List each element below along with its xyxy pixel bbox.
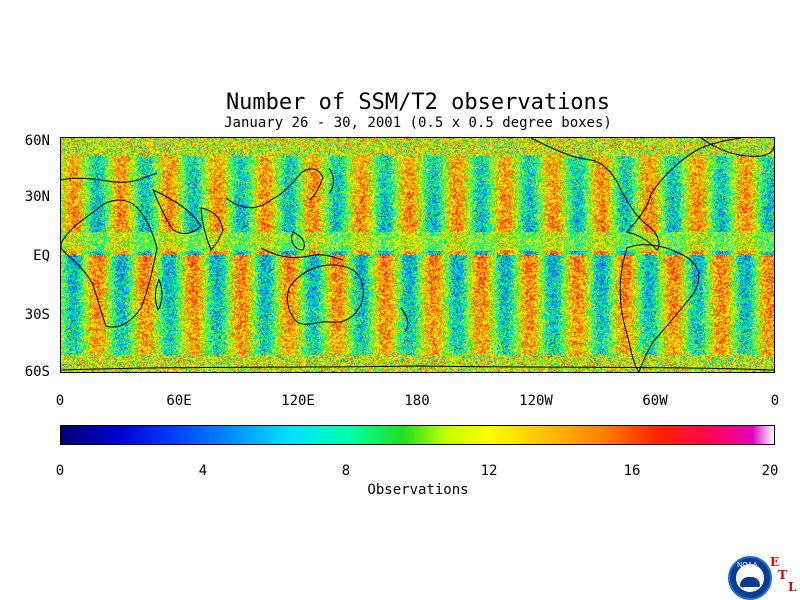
colorbar-tick-8: 8: [341, 463, 351, 479]
coastline-indonesia: [260, 247, 344, 261]
coastline-madagascar: [155, 278, 163, 312]
coastline-antarctic: [61, 365, 774, 371]
coastline-australia: [286, 264, 364, 325]
colorbar-tick-12: 12: [480, 463, 498, 479]
etl-letter-t: T: [778, 568, 787, 582]
lon-label-60e: 60E: [166, 393, 192, 409]
noaa-logo-text: NOAA: [737, 561, 758, 569]
lon-label-0-right: 0: [770, 393, 780, 409]
coastline-greenland: [700, 138, 774, 157]
lon-label-60w: 60W: [642, 393, 668, 409]
noaa-logo-inner: [736, 564, 764, 592]
observation-density-field: [61, 138, 774, 372]
observation-map: [60, 137, 775, 373]
coastline-borneo: [291, 231, 305, 251]
coastlines: [61, 138, 774, 372]
lat-label-eq: EQ: [33, 248, 50, 264]
lon-label-0-left: 0: [55, 393, 65, 409]
lat-label-30n: 30N: [24, 189, 50, 205]
noaa-logo: NOAA: [728, 556, 772, 600]
colorbar-tick-16: 16: [623, 463, 641, 479]
coastline-africa: [61, 199, 158, 328]
coastline-south-america: [619, 244, 700, 372]
lat-label-60n: 60N: [24, 133, 50, 149]
lon-label-180: 180: [404, 393, 430, 409]
colorbar-tick-4: 4: [198, 463, 208, 479]
colorbar-tick-20: 20: [761, 463, 779, 479]
etl-letter-l: L: [788, 580, 797, 594]
color-bar: [60, 425, 775, 445]
coastline-newzealand: [400, 307, 409, 333]
lon-label-120e: 120E: [281, 393, 315, 409]
map-subtitle: January 26 - 30, 2001 (0.5 x 0.5 degree …: [224, 115, 612, 131]
coastline-asia: [225, 168, 324, 209]
lat-label-60s: 60S: [24, 364, 50, 380]
map-title: Number of SSM/T2 observations: [225, 90, 611, 115]
colorbar-title: Observations: [367, 482, 469, 498]
coastline-india: [200, 207, 224, 251]
coastline-europe: [61, 172, 158, 183]
colorbar-tick-0: 0: [55, 463, 65, 479]
lat-label-30s: 30S: [24, 307, 50, 323]
lon-label-120w: 120W: [519, 393, 553, 409]
coastline-north-america: [530, 138, 742, 251]
coastline-japan: [328, 167, 334, 195]
etl-letter-e: E: [770, 555, 780, 569]
noaa-bird-icon: [740, 577, 760, 587]
coastline-arabia: [152, 189, 202, 234]
